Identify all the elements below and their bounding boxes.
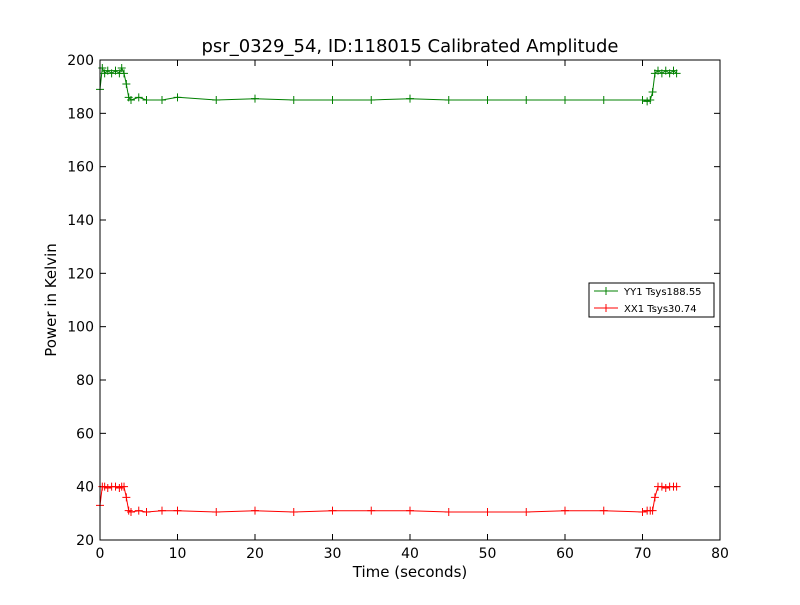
x-tick-label: 60 bbox=[556, 546, 574, 562]
data-point bbox=[367, 506, 376, 515]
chart-title: psr_0329_54, ID:118015 Calibrated Amplit… bbox=[201, 36, 618, 57]
data-point bbox=[444, 96, 453, 104]
y-tick-label: 40 bbox=[76, 480, 94, 496]
x-tick-label: 30 bbox=[324, 546, 342, 562]
data-point bbox=[661, 484, 670, 492]
data-point bbox=[483, 508, 492, 516]
data-point bbox=[142, 508, 151, 516]
data-point bbox=[127, 508, 135, 516]
series-layer bbox=[96, 64, 681, 516]
plot-frame bbox=[99, 59, 721, 541]
data-point bbox=[289, 96, 298, 104]
x-axis-label: Time (seconds) bbox=[352, 563, 468, 581]
data-point bbox=[328, 96, 337, 104]
data-point bbox=[173, 506, 182, 515]
y-tick-label: 120 bbox=[67, 266, 94, 282]
data-point bbox=[561, 96, 569, 104]
y-tick-label: 160 bbox=[67, 160, 94, 176]
data-point bbox=[638, 508, 647, 516]
data-point bbox=[120, 482, 129, 491]
data-point bbox=[134, 506, 143, 515]
x-tick-label: 50 bbox=[479, 546, 497, 562]
data-point bbox=[122, 80, 131, 88]
data-point bbox=[599, 506, 608, 515]
data-point bbox=[657, 482, 666, 491]
data-point bbox=[134, 93, 143, 102]
legend-box bbox=[588, 282, 715, 318]
data-point bbox=[173, 93, 182, 102]
x-tick-label: 20 bbox=[246, 546, 264, 562]
data-point bbox=[406, 94, 414, 103]
x-tick-label: 40 bbox=[401, 546, 419, 562]
data-point bbox=[522, 508, 531, 516]
x-tick-label: 10 bbox=[169, 546, 187, 562]
y-tick-label: 200 bbox=[67, 53, 94, 69]
data-point bbox=[212, 96, 221, 104]
series-2 bbox=[96, 482, 681, 516]
y-tick-label: 20 bbox=[76, 533, 94, 549]
y-tick-label: 180 bbox=[67, 106, 94, 122]
data-point bbox=[638, 96, 647, 104]
data-point bbox=[648, 88, 657, 96]
data-point bbox=[599, 96, 608, 104]
x-tick-label: 70 bbox=[634, 546, 652, 562]
data-point bbox=[158, 506, 166, 515]
data-point bbox=[522, 96, 531, 104]
data-point bbox=[117, 64, 126, 72]
data-point bbox=[650, 493, 659, 502]
legend-marker bbox=[602, 304, 610, 312]
series-1 bbox=[96, 64, 681, 106]
data-point bbox=[122, 493, 131, 502]
data-point bbox=[672, 482, 681, 491]
x-tick-label: 0 bbox=[96, 546, 105, 562]
legend-label: XX1 Tsys30.74 bbox=[624, 304, 697, 315]
data-point bbox=[251, 94, 259, 103]
data-point bbox=[648, 506, 657, 515]
y-axis-label: Power in Kelvin bbox=[42, 243, 60, 357]
legend-label: YY1 Tsys188.55 bbox=[623, 287, 702, 298]
y-tick-label: 100 bbox=[67, 320, 94, 336]
data-point bbox=[483, 96, 492, 104]
legend-marker bbox=[602, 287, 610, 295]
data-point bbox=[212, 508, 221, 516]
data-point bbox=[561, 506, 569, 515]
data-point bbox=[103, 484, 112, 492]
legend: YY1 Tsys188.55 XX1 Tsys30.74 bbox=[588, 282, 715, 318]
data-point bbox=[328, 506, 337, 515]
data-point bbox=[127, 96, 135, 104]
data-point bbox=[142, 96, 151, 104]
data-point bbox=[444, 508, 453, 516]
data-point bbox=[406, 506, 414, 515]
y-tick-label: 60 bbox=[76, 426, 94, 442]
data-point bbox=[367, 96, 376, 104]
data-point bbox=[672, 69, 681, 78]
y-tick-label: 140 bbox=[67, 213, 94, 229]
data-point bbox=[251, 506, 259, 515]
x-tick-label: 80 bbox=[711, 546, 729, 562]
data-point bbox=[120, 69, 129, 78]
data-point bbox=[646, 96, 655, 104]
y-tick-label: 80 bbox=[76, 373, 94, 389]
data-point bbox=[158, 96, 166, 104]
axis-ticks: 0 10 20 30 40 50 60 70 80 20 40 60 80 100 120 140 160 180… bbox=[67, 53, 729, 562]
data-point bbox=[289, 508, 298, 516]
